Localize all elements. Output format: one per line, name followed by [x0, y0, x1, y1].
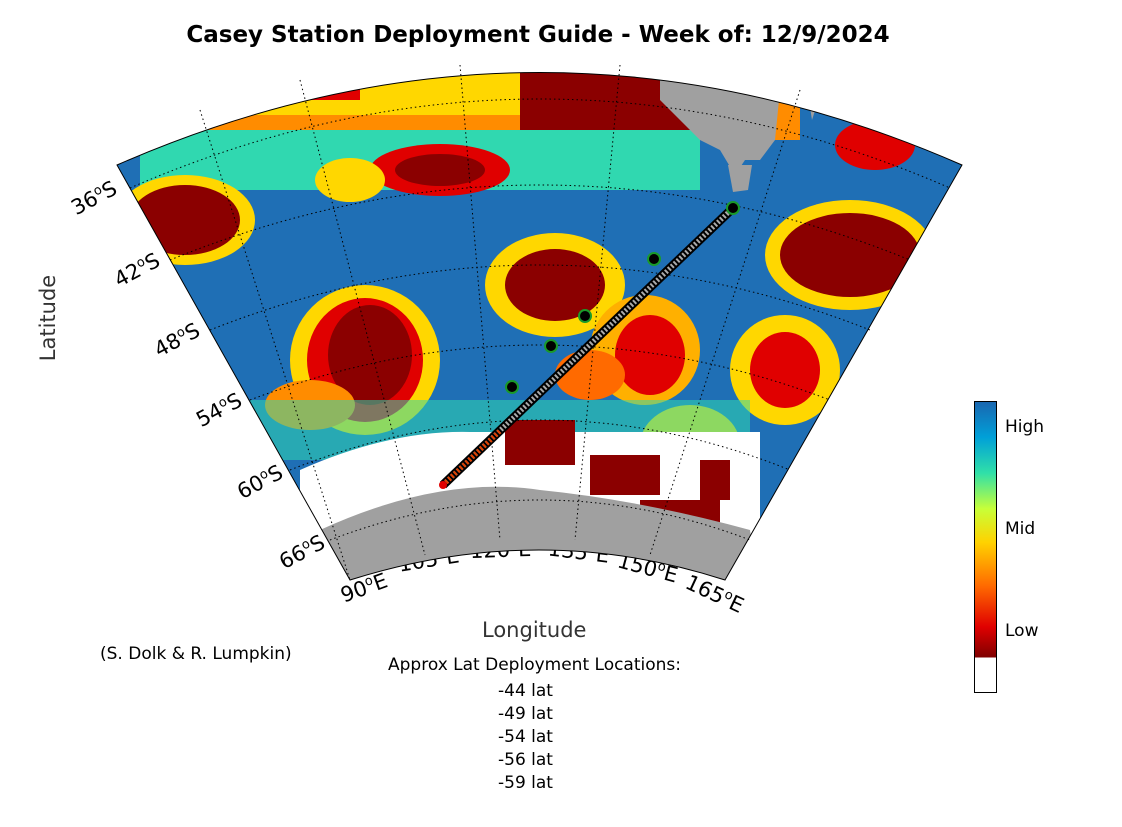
field-patch: [555, 350, 625, 400]
colorbar-border: [974, 401, 997, 693]
colorbar-ice-swatch: [974, 657, 997, 693]
colorbar: [974, 401, 997, 693]
colorbar-gradient: [974, 401, 997, 658]
field-patch: [230, 72, 360, 100]
credit-text: (S. Dolk & R. Lumpkin): [100, 644, 292, 664]
lon-grid-line: [199, 109, 351, 581]
field-patch: [750, 332, 820, 408]
colorbar-mid-label: Mid: [1005, 519, 1036, 539]
colorbar-high-label: High: [1005, 417, 1045, 437]
deployment-lat-item: -56 lat: [498, 750, 553, 770]
field-patch: [780, 213, 920, 297]
map-title: Casey Station Deployment Guide - Week of…: [186, 22, 890, 48]
field-patch: [615, 315, 685, 395]
deployment-lat-item: -59 lat: [498, 773, 553, 793]
deployment-point: [726, 201, 740, 215]
ship-track-markers: [441, 206, 735, 487]
lon-grid-line: [299, 79, 426, 556]
field-patch: [505, 249, 605, 321]
deployment-heading: Approx Lat Deployment Locations:: [388, 655, 682, 675]
lat-grid-line: [129, 98, 951, 189]
colorbar-low-label: Low: [1005, 621, 1039, 641]
ice-edge-patch: [505, 420, 575, 465]
field-patch: [130, 185, 240, 255]
field-patch: [315, 158, 385, 202]
lon-grid-line: [649, 89, 801, 556]
track-end-point: [439, 481, 447, 489]
map-graticule: [129, 64, 951, 581]
x-axis-label: Longitude: [482, 618, 587, 642]
ship-track-southern: [441, 429, 502, 487]
deployment-point: [647, 252, 661, 266]
lon-grid-line: [574, 64, 621, 541]
deployment-point: [578, 309, 592, 323]
deployment-lat-item: -44 lat: [498, 681, 553, 701]
deployment-lat-item: -49 lat: [498, 704, 553, 724]
tasmania-land: [728, 165, 752, 192]
deployment-points: [505, 201, 740, 394]
field-patch: [835, 120, 915, 170]
lat-grid-line: [209, 264, 871, 331]
lat-grid-line: [289, 419, 791, 471]
lat-grid-line: [329, 499, 751, 541]
ice-edge-patch: [700, 460, 730, 500]
map-frame: [116, 72, 963, 581]
lon-grid-line: [459, 64, 501, 541]
ice-edge-patch: [590, 455, 660, 495]
deployment-point: [544, 339, 558, 353]
field-patch: [328, 305, 412, 405]
deployment-lat-item: -54 lat: [498, 727, 553, 747]
field-patch: [395, 154, 485, 186]
deployment-point: [505, 380, 519, 394]
